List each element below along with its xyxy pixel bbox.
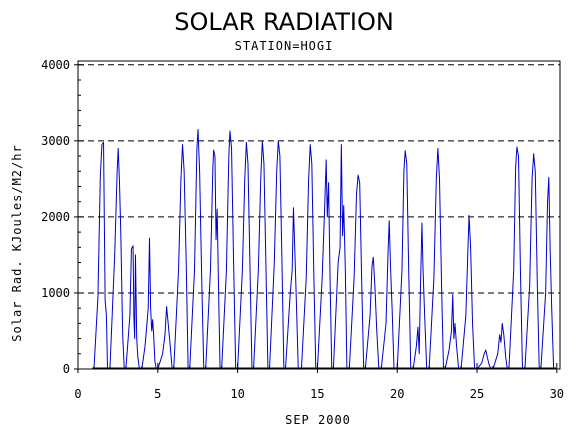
x-tick-label: 30 [550,387,564,401]
x-tick-label: 20 [390,387,404,401]
radiation-day-28 [524,153,540,370]
x-tick-label: 15 [310,387,324,401]
axes: 0 1000 2000 3000 4000 0 5 10 15 20 25 30 [41,58,564,401]
radiation-day-16 [332,144,348,370]
radiation-day-2 [109,147,125,370]
radiation-day-21 [412,222,428,370]
chart-subtitle: STATION=HOGI [235,39,334,53]
radiation-day-27 [508,146,523,370]
radiation-day-18 [364,256,380,370]
y-tick-label: 4000 [41,58,70,72]
x-axis-label: SEP 2000 [285,413,351,427]
radiation-day-4 [141,237,157,370]
x-tick-label: 5 [154,387,161,401]
y-tick-label: 2000 [41,210,70,224]
radiation-day-12 [269,140,285,370]
radiation-day-14 [300,144,317,370]
radiation-day-10 [237,141,253,370]
radiation-day-13 [284,207,299,370]
chart-title: SOLAR RADIATION [174,8,394,36]
x-tick-label: 0 [74,387,81,401]
y-tick-label: 1000 [41,286,70,300]
radiation-day-9 [221,130,237,370]
radiation-day-8 [205,149,221,370]
radiation-day-24 [460,214,476,370]
radiation-day-20 [396,150,412,370]
radiation-day-11 [253,140,269,370]
radiation-day-15 [316,159,333,370]
grid-lines [78,64,560,294]
radiation-day-22 [428,147,444,370]
y-tick-label: 0 [63,362,70,376]
y-axis-label: Solar Rad. KJoules/M2/hr [10,144,24,341]
radiation-day-25 [476,349,492,370]
radiation-day-17 [348,174,365,370]
radiation-day-19 [380,220,395,370]
radiation-day-23 [444,293,460,370]
radiation-day-3 [125,245,140,370]
series-layer [92,128,557,370]
radiation-day-7 [189,128,205,370]
x-tick-label: 25 [470,387,484,401]
radiation-day-6 [173,144,189,370]
plot-frame [77,60,561,370]
y-tick-label: 3000 [41,134,70,148]
radiation-day-1 [93,141,109,370]
x-tick-label: 10 [230,387,244,401]
radiation-day-26 [492,322,508,370]
radiation-day-29 [540,176,555,370]
radiation-day-5 [157,306,173,370]
